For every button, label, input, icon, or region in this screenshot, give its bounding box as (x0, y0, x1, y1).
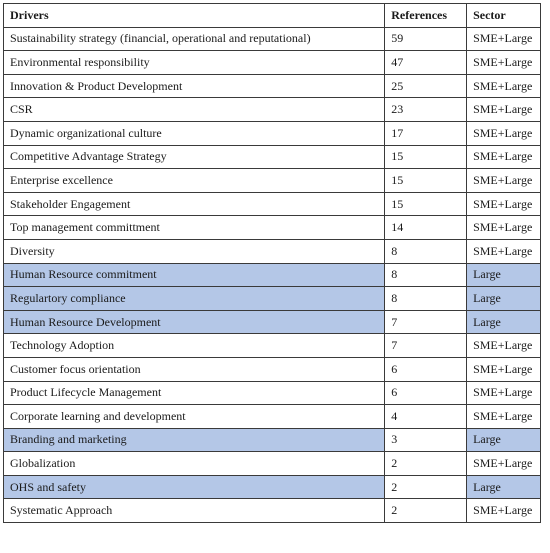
references-cell: 2 (384, 474, 468, 500)
table-row: Human Resource Development 7 Large (2, 309, 541, 335)
references-cell: 15 (384, 168, 468, 193)
driver-cell: Regulartory compliance (2, 286, 386, 311)
driver-cell: OHS and safety (2, 474, 386, 500)
table-row: CSR 23 SME+Large (2, 97, 541, 122)
driver-cell: Diversity (2, 238, 386, 264)
sector-cell: Large (466, 474, 541, 500)
references-cell: 8 (384, 238, 468, 264)
table-row: Product Lifecycle Management 6 SME+Large (2, 380, 541, 406)
references-cell: 2 (384, 498, 468, 524)
table-body: Sustainability strategy (financial, oper… (2, 26, 541, 524)
sector-cell: SME+Large (466, 73, 541, 99)
table-row: OHS and safety 2 Large (2, 474, 541, 500)
sector-cell: SME+Large (466, 404, 541, 429)
sector-cell: Large (466, 309, 541, 335)
references-cell: 17 (384, 120, 468, 146)
driver-cell: CSR (2, 97, 386, 122)
driver-cell: Human Resource Development (2, 309, 386, 335)
sector-cell: SME+Large (466, 120, 541, 146)
references-cell: 14 (384, 215, 468, 240)
sector-cell: SME+Large (466, 97, 541, 122)
sector-cell: SME+Large (466, 238, 541, 264)
sector-cell: SME+Large (466, 26, 541, 52)
table-row: Environmental responsibility 47 SME+Large (2, 50, 541, 75)
table-row: Innovation & Product Development 25 SME+La… (2, 73, 541, 99)
sector-cell: SME+Large (466, 50, 541, 75)
table-row: Sustainability strategy (financial, oper… (2, 26, 541, 52)
table-row: Corporate learning and development 4 SME+L… (2, 404, 541, 429)
sector-cell: SME+Large (466, 168, 541, 193)
driver-cell: Enterprise excellence (2, 168, 386, 193)
references-cell: 59 (384, 26, 468, 52)
driver-cell: Innovation & Product Development (2, 73, 386, 99)
driver-cell: Top management committment (2, 215, 386, 240)
references-cell: 8 (384, 286, 468, 311)
sector-cell: Large (466, 286, 541, 311)
references-cell: 47 (384, 50, 468, 75)
sector-cell: SME+Large (466, 451, 541, 476)
sector-cell: Large (466, 262, 541, 288)
sector-cell: SME+Large (466, 215, 541, 240)
table-row: Technology Adoption 7 SME+Large (2, 333, 541, 358)
sector-cell: SME+Large (466, 380, 541, 406)
table-row: Customer focus orientation 6 SME+Large (2, 356, 541, 382)
header-drivers: Drivers (2, 3, 386, 28)
references-cell: 7 (384, 309, 468, 335)
drivers-table: Drivers References Sector Sustainability… (2, 3, 541, 524)
driver-cell: Branding and marketing (2, 427, 386, 453)
driver-cell: Systematic Approach (2, 498, 386, 524)
driver-cell: Competitive Advantage Strategy (2, 144, 386, 170)
references-cell: 15 (384, 191, 468, 217)
references-cell: 15 (384, 144, 468, 170)
driver-cell: Stakeholder Engagement (2, 191, 386, 217)
table-row: Stakeholder Engagement 15 SME+Large (2, 191, 541, 217)
table-row: Systematic Approach 2 SME+Large (2, 498, 541, 524)
sector-cell: Large (466, 427, 541, 453)
table-row: Human Resource commitment 8 Large (2, 262, 541, 288)
table-row: Top management committment 14 SME+Large (2, 215, 541, 240)
sector-cell: SME+Large (466, 498, 541, 524)
table-row: Branding and marketing 3 Large (2, 427, 541, 453)
references-cell: 3 (384, 427, 468, 453)
driver-cell: Technology Adoption (2, 333, 386, 358)
references-cell: 8 (384, 262, 468, 288)
sector-cell: SME+Large (466, 333, 541, 358)
sector-cell: SME+Large (466, 144, 541, 170)
references-cell: 4 (384, 404, 468, 429)
driver-cell: Globalization (2, 451, 386, 476)
header-sector: Sector (466, 3, 541, 28)
table-row: Dynamic organizational culture 17 SME+Larg… (2, 120, 541, 146)
driver-cell: Environmental responsibility (2, 50, 386, 75)
references-cell: 2 (384, 451, 468, 476)
table-row: Regulartory compliance 8 Large (2, 286, 541, 311)
references-cell: 6 (384, 380, 468, 406)
driver-cell: Corporate learning and development (2, 404, 386, 429)
driver-cell: Sustainability strategy (financial, oper… (2, 26, 386, 52)
sector-cell: SME+Large (466, 356, 541, 382)
table-row: Enterprise excellence 15 SME+Large (2, 168, 541, 193)
references-cell: 25 (384, 73, 468, 99)
header-references: References (384, 3, 468, 28)
table-row: Globalization 2 SME+Large (2, 451, 541, 476)
driver-cell: Dynamic organizational culture (2, 120, 386, 146)
driver-cell: Customer focus orientation (2, 356, 386, 382)
table-header-row: Drivers References Sector (2, 3, 541, 28)
references-cell: 7 (384, 333, 468, 358)
references-cell: 6 (384, 356, 468, 382)
sector-cell: SME+Large (466, 191, 541, 217)
table-row: Diversity 8 SME+Large (2, 238, 541, 264)
references-cell: 23 (384, 97, 468, 122)
table-row: Competitive Advantage Strategy 15 SME+Larg… (2, 144, 541, 170)
driver-cell: Human Resource commitment (2, 262, 386, 288)
driver-cell: Product Lifecycle Management (2, 380, 386, 406)
